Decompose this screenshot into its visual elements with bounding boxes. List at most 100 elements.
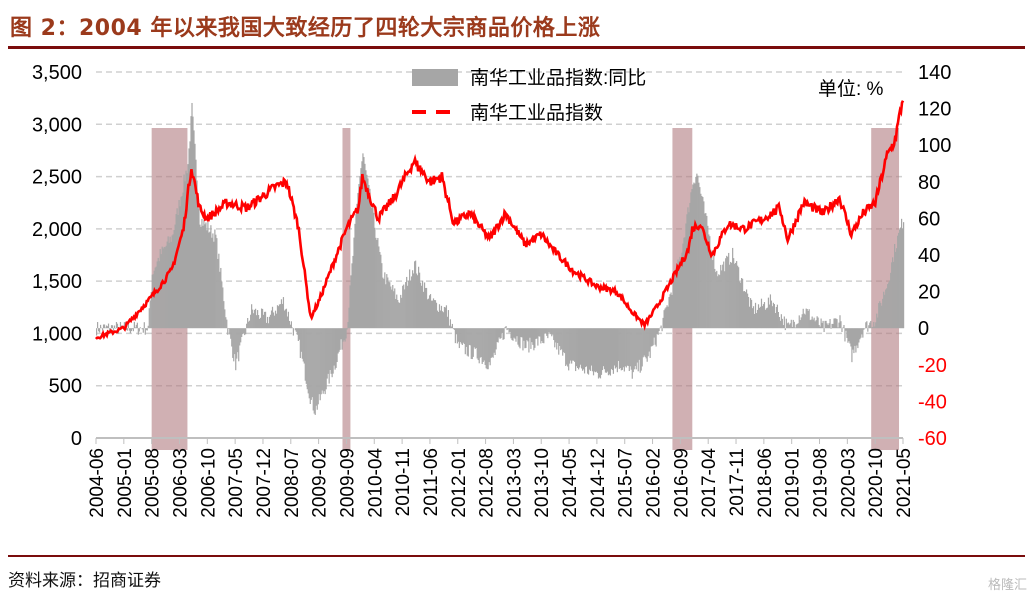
- yoy-bar: [170, 241, 172, 329]
- yoy-bar: [430, 300, 433, 329]
- yoy-bar: [902, 228, 904, 329]
- x-tick-label: 2017-04: [699, 448, 720, 518]
- yoy-bar: [476, 328, 478, 359]
- yoy-bar: [808, 309, 810, 329]
- yoy-bar: [854, 328, 856, 346]
- yoy-bar: [553, 328, 555, 341]
- yoy-bar: [596, 328, 599, 373]
- x-tick-label: 2010-04: [365, 448, 386, 518]
- y-right-tick-label: -20: [918, 355, 947, 377]
- yoy-bar: [191, 102, 193, 329]
- yoy-bar: [636, 328, 638, 363]
- yoy-bar: [225, 317, 227, 329]
- yoy-bar: [490, 328, 492, 359]
- yoy-bar: [512, 328, 514, 341]
- yoy-bar: [732, 247, 734, 329]
- yoy-bar: [230, 328, 232, 339]
- yoy-bar: [762, 304, 765, 329]
- yoy-bar: [822, 320, 824, 329]
- yoy-bar: [735, 262, 737, 329]
- yoy-bar: [621, 328, 623, 370]
- yoy-bar: [218, 253, 220, 329]
- yoy-bar: [900, 227, 902, 329]
- y-right-tick-label: 140: [918, 62, 951, 84]
- yoy-bar: [385, 284, 387, 329]
- yoy-bar: [273, 315, 276, 329]
- yoy-bar: [348, 307, 350, 329]
- x-tick-label: 2019-01: [783, 448, 804, 518]
- yoy-bar: [216, 238, 218, 329]
- yoy-bar: [601, 328, 604, 371]
- yoy-bar: [661, 328, 663, 332]
- yoy-bar: [242, 328, 244, 335]
- yoy-bar: [167, 236, 169, 329]
- yoy-bar: [407, 285, 409, 329]
- yoy-bar: [780, 314, 782, 329]
- yoy-bar: [419, 282, 422, 329]
- yoy-bar: [802, 308, 804, 329]
- yoy-bar: [679, 256, 681, 329]
- x-tick-label: 2019-08: [811, 448, 832, 518]
- yoy-bar: [142, 328, 144, 333]
- yoy-bar: [438, 304, 441, 329]
- yoy-bar: [502, 328, 504, 340]
- yoy-bar: [305, 328, 307, 384]
- yoy-bar: [147, 325, 149, 329]
- watermark: 格隆汇: [987, 578, 1027, 593]
- yoy-bar: [755, 313, 758, 329]
- yoy-bar: [175, 214, 177, 329]
- yoy-bar: [420, 285, 423, 329]
- yoy-bar: [336, 328, 338, 363]
- yoy-bar: [608, 328, 611, 375]
- yoy-bar: [817, 317, 819, 329]
- yoy-bar: [719, 275, 721, 329]
- yoy-bar: [527, 328, 529, 342]
- yoy-bar: [700, 193, 702, 329]
- y-right-tick-label: 60: [918, 208, 940, 230]
- yoy-bar: [576, 328, 578, 367]
- yoy-bar: [449, 319, 452, 329]
- y-left-tick-label: 3,500: [32, 62, 82, 84]
- yoy-bar: [903, 222, 905, 329]
- yoy-bar: [217, 258, 219, 329]
- yoy-bar: [726, 255, 728, 329]
- yoy-bar: [295, 328, 297, 332]
- yoy-bar: [510, 328, 512, 339]
- yoy-bar: [151, 274, 153, 329]
- yoy-bar: [655, 328, 657, 347]
- yoy-bar: [156, 261, 158, 329]
- yoy-bar: [660, 325, 662, 329]
- yoy-bar: [555, 328, 557, 343]
- yoy-bar: [744, 292, 747, 329]
- y-right-tick-label: -60: [918, 428, 947, 450]
- yoy-bar: [748, 306, 751, 329]
- yoy-bar: [220, 267, 222, 329]
- yoy-bar: [315, 328, 317, 406]
- yoy-bar: [448, 325, 451, 329]
- yoy-bar: [103, 324, 106, 329]
- yoy-bar: [285, 308, 288, 329]
- x-tick-label: 2012-08: [477, 448, 498, 518]
- yoy-bar: [786, 323, 788, 329]
- yoy-bar: [181, 196, 183, 329]
- yoy-bar: [821, 322, 823, 329]
- yoy-bar: [516, 328, 518, 337]
- x-tick-label: 2009-09: [337, 448, 358, 518]
- yoy-bar: [885, 289, 887, 329]
- yoy-bar: [119, 322, 122, 329]
- yoy-bar: [842, 327, 844, 329]
- yoy-bar: [155, 266, 157, 329]
- yoy-bar: [478, 328, 480, 364]
- yoy-bar: [436, 310, 439, 329]
- yoy-bar: [739, 281, 741, 329]
- yoy-bar: [677, 259, 679, 329]
- yoy-bar: [401, 297, 403, 329]
- yoy-bar: [496, 328, 498, 342]
- yoy-bar: [135, 324, 137, 329]
- yoy-bar: [578, 328, 580, 370]
- yoy-bar: [713, 253, 715, 329]
- yoy-bar: [837, 327, 839, 329]
- yoy-bar: [581, 328, 584, 371]
- x-tick-label: 2016-02: [644, 448, 665, 518]
- yoy-bar: [247, 318, 249, 329]
